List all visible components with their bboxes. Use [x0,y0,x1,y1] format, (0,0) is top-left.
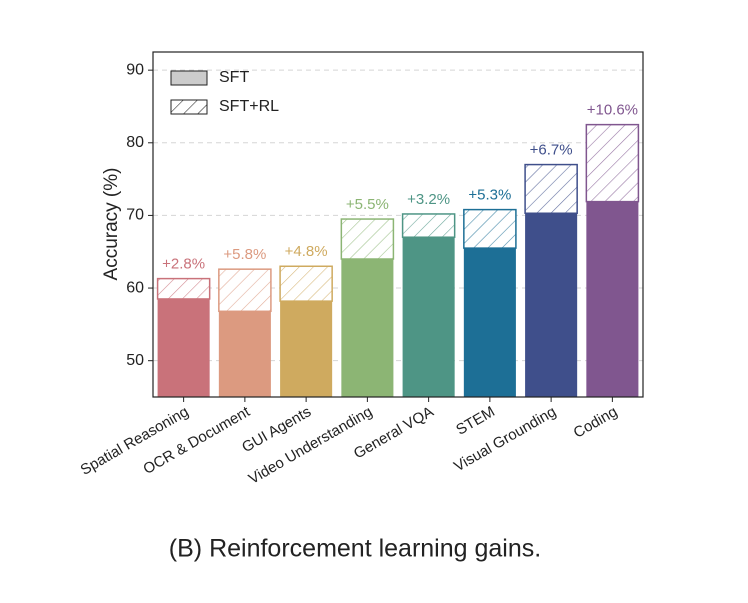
value-label: +6.7% [530,142,573,159]
legend-swatch [170,70,208,86]
caption: (B) Reinforcement learning gains. [169,535,541,563]
y-tick-label: 70 [126,207,144,224]
sft-bar [525,213,578,397]
sft-bar [586,201,639,397]
value-label: +10.6% [587,102,638,119]
x-tick-label: Visual Grounding [451,403,559,475]
x-tick-label: Spatial Reasoning [78,403,192,479]
rl-gain-hatch [463,209,516,249]
sft-bar [157,298,210,397]
value-label: +5.5% [346,196,389,213]
sft-bar [341,259,394,397]
x-tick-label: Coding [571,403,621,441]
y-tick-label: 80 [126,134,144,151]
value-label: +3.2% [407,191,450,208]
sft-bar [463,248,516,397]
x-tick-label: STEM [453,403,498,439]
rl-gain-hatch [402,213,455,238]
y-tick-label: 60 [126,279,144,296]
legend-label: SFT [219,69,249,86]
rl-gain-hatch [586,124,639,202]
value-label: +4.8% [285,243,328,260]
rl-gain-hatch [218,269,271,312]
sft-bar [280,301,333,397]
legend-swatch [170,99,208,115]
y-tick-label: 50 [126,352,144,369]
value-label: +5.3% [468,187,511,204]
x-tick-label: OCR & Document [140,403,253,478]
legend-label: SFT+RL [219,98,279,115]
value-label: +2.8% [162,256,205,273]
value-label: +5.8% [223,246,266,263]
sft-bar [402,237,455,397]
sft-bar [218,311,271,397]
y-axis-label: Accuracy (%) [101,168,122,281]
rl-gain-hatch [525,164,578,214]
rl-gain-hatch [341,219,394,259]
plot-frame [152,51,644,398]
rl-gain-hatch [280,266,333,302]
rl-gain-hatch [157,278,210,299]
y-tick-label: 90 [126,61,144,78]
